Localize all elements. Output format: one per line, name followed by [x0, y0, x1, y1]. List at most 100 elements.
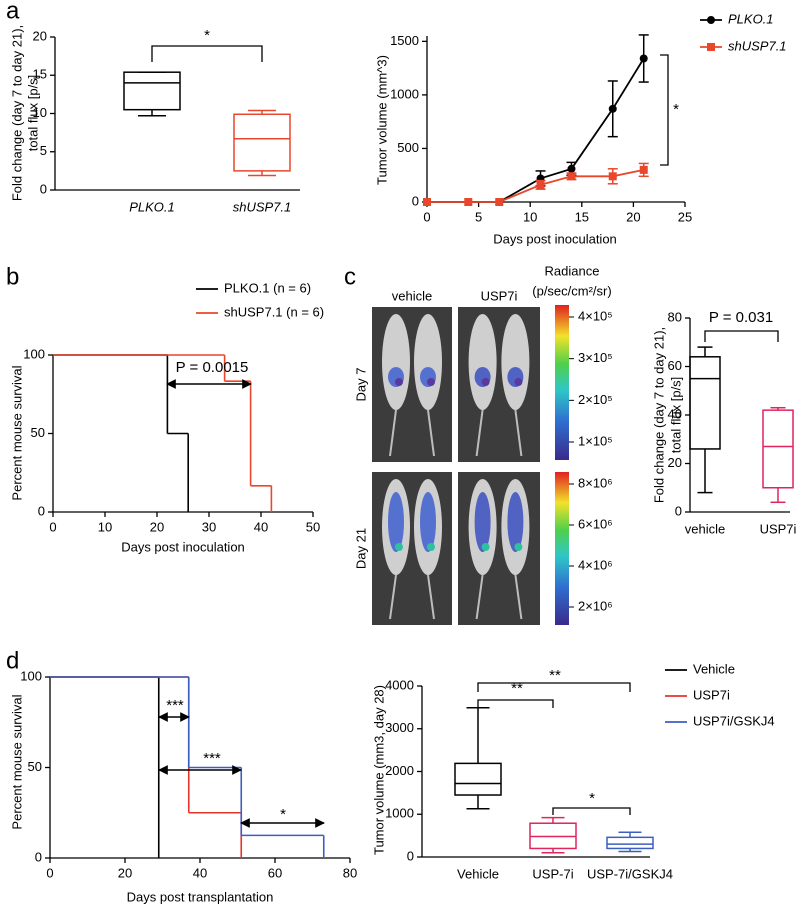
- colorbar-tick-label: 6×10⁶: [578, 516, 613, 531]
- y-axis-label: Tumor volume (mm^3): [374, 55, 389, 185]
- colorbar-tick-label: 1×10⁵: [578, 433, 613, 448]
- y-axis-label: Tumor volume (mm3, day 28): [371, 685, 386, 855]
- box: [233, 113, 291, 172]
- colorbar-tick-label: 3×10⁵: [578, 350, 613, 365]
- x-tick-label: 30: [202, 519, 216, 534]
- y-tick-label: 0: [675, 503, 682, 518]
- annotation: ***: [166, 697, 184, 714]
- legend-label: PLKO.1: [728, 11, 774, 26]
- legend-marker: [707, 16, 715, 24]
- signal: [427, 378, 435, 386]
- legend-marker: [707, 43, 715, 51]
- point: [464, 198, 473, 206]
- x-axis-label: Days post transplantation: [127, 889, 274, 904]
- column-label: vehicle: [392, 288, 432, 303]
- colorbar-tick-label: 4×10⁶: [578, 557, 613, 572]
- y-tick-label: 1000: [385, 806, 414, 821]
- mouse: [468, 314, 497, 410]
- x-tick-label: USP-7i/GSKJ4: [587, 866, 673, 881]
- signal: [481, 543, 490, 551]
- signal: [388, 492, 404, 552]
- mouse-tail: [389, 409, 397, 457]
- colorbar: [555, 472, 569, 625]
- x-tick-label: USP7i: [760, 521, 797, 536]
- y-tick-label: 0: [412, 193, 419, 208]
- box: [606, 836, 654, 850]
- row-label: Day 7: [353, 368, 368, 402]
- point: [495, 198, 504, 206]
- x-tick-label: PLKO.1: [129, 199, 175, 214]
- x-tick-label: 0: [49, 519, 56, 534]
- y-axis-label: Fold change (day 7 to day 21),: [651, 327, 666, 503]
- mouse: [382, 314, 410, 410]
- y-axis-label: Percent mouse survival: [9, 365, 24, 500]
- mouse-tail: [475, 409, 484, 457]
- colorbar-tick-label: 2×10⁶: [578, 598, 613, 613]
- signal: [481, 378, 490, 386]
- y-tick-label: 3000: [385, 720, 414, 735]
- x-tick-label: Vehicle: [457, 866, 499, 881]
- colorbar: [555, 305, 569, 460]
- y-tick-label: 50: [31, 425, 45, 440]
- signal: [427, 543, 435, 551]
- x-axis-label: Days post inoculation: [121, 539, 245, 554]
- colorbar-tick-label: 2×10⁵: [578, 392, 613, 407]
- y-tick-label: 60: [668, 358, 682, 373]
- signal: [474, 492, 491, 552]
- colorbar-tick-label: 4×10⁵: [578, 308, 613, 323]
- series-line: [427, 58, 645, 203]
- y-tick-label: 2000: [385, 763, 414, 778]
- y-tick-label: 50: [28, 759, 42, 774]
- mouse: [414, 314, 442, 410]
- significance-bracket: [477, 699, 554, 708]
- x-tick-label: 20: [626, 209, 640, 224]
- annotation: *: [204, 27, 210, 44]
- significance-bracket: [660, 54, 669, 166]
- annotation: ***: [203, 750, 221, 767]
- y-tick-label: 10: [33, 105, 47, 120]
- x-tick-label: shUSP7.1: [233, 199, 292, 214]
- y-axis-label: total flux [p/s]: [668, 377, 683, 454]
- y-tick-label: 80: [668, 309, 682, 324]
- point: [567, 172, 576, 181]
- annotation: P = 0.0015: [176, 359, 249, 376]
- x-tick-label: USP-7i: [532, 866, 573, 881]
- y-tick-label: 0: [38, 503, 45, 518]
- point: [639, 54, 648, 63]
- colorbar-title: (p/sec/cm²/sr): [532, 283, 611, 298]
- point: [608, 104, 617, 113]
- x-tick-label: 40: [254, 519, 268, 534]
- signal: [395, 543, 403, 551]
- x-tick-label: vehicle: [685, 521, 725, 536]
- mouse: [501, 314, 530, 410]
- annotation: *: [673, 101, 679, 118]
- point: [567, 164, 576, 173]
- significance-bracket: [151, 45, 263, 62]
- significance-bracket: [477, 682, 631, 692]
- y-tick-label: 4000: [385, 677, 414, 692]
- y-tick-label: 0: [35, 849, 42, 864]
- x-tick-label: 15: [575, 209, 589, 224]
- row-label: Day 21: [353, 528, 368, 569]
- legend-label: shUSP7.1: [728, 38, 787, 53]
- annotation: P = 0.031: [709, 309, 773, 326]
- x-tick-label: 60: [268, 865, 282, 880]
- signal: [514, 543, 523, 551]
- significance-bracket: [552, 807, 631, 815]
- annotation: *: [589, 790, 595, 807]
- legend-label: PLKO.1 (n = 6): [224, 280, 311, 295]
- x-tick-label: 20: [150, 519, 164, 534]
- x-tick-label: 40: [193, 865, 207, 880]
- legend-label: USP7i/GSKJ4: [693, 713, 775, 728]
- signal: [420, 492, 436, 552]
- x-tick-label: 10: [98, 519, 112, 534]
- mouse-tail: [514, 574, 523, 620]
- x-axis-label: Days post inoculation: [493, 231, 617, 246]
- y-tick-label: 100: [20, 668, 42, 683]
- x-tick-label: 20: [118, 865, 132, 880]
- colorbar-title: Radiance: [545, 263, 600, 278]
- point: [608, 172, 617, 181]
- mouse-tail: [427, 409, 435, 457]
- mouse-tail: [514, 409, 523, 457]
- y-tick-label: 1500: [390, 33, 419, 48]
